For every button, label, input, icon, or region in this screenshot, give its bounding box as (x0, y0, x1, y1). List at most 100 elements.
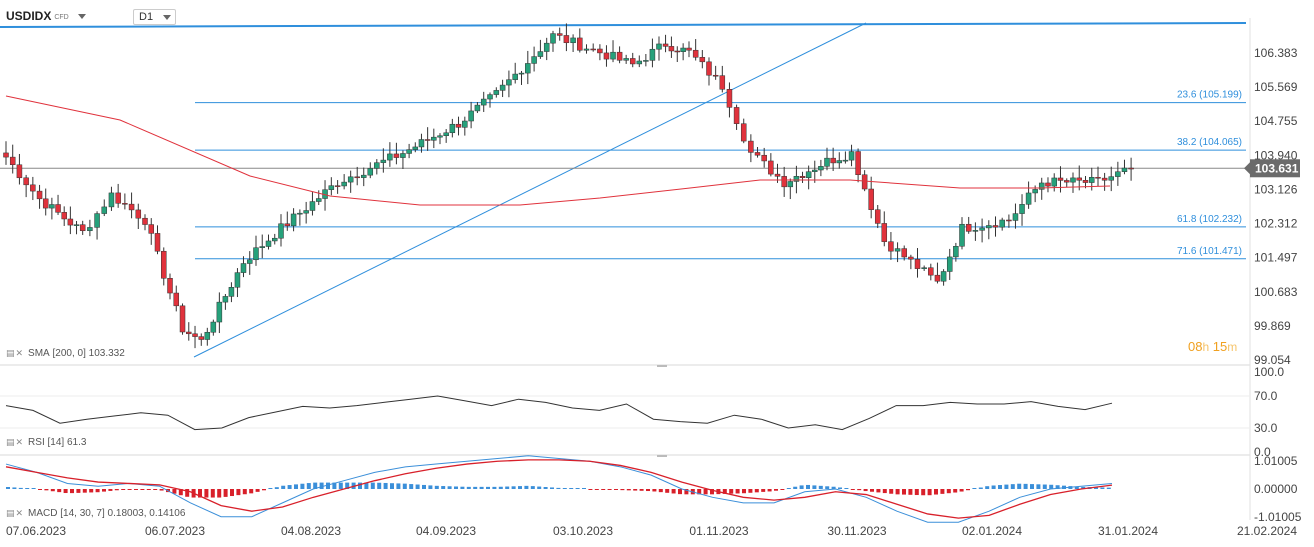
rsi-tick-label: 100.0 (1254, 365, 1284, 379)
candle-down (761, 154, 767, 162)
symbol-selector[interactable]: USDIDX CFD (6, 9, 86, 23)
candle-up (418, 139, 425, 148)
macd-histogram-bar (383, 482, 388, 489)
candle-up (525, 63, 531, 74)
candle-up (506, 79, 512, 86)
macd-histogram-bar (300, 483, 305, 489)
price-tick-label: 103.126 (1254, 182, 1298, 196)
candle-down (768, 160, 774, 175)
macd-histogram-bar (767, 489, 772, 492)
rsi-indicator-label[interactable]: ▤✕ RSI [14] 61.3 (6, 437, 86, 448)
macd-histogram-bar (966, 489, 970, 491)
candle-down (686, 47, 692, 51)
macd-histogram-bar (146, 489, 151, 490)
candle-down (754, 152, 761, 156)
candle-up (512, 73, 518, 80)
macd-indicator-label[interactable]: ▤✕ MACD [14, 30, 7] 0.18003, 0.14106 (6, 508, 185, 519)
macd-histogram-bar (511, 486, 516, 489)
candle-up (228, 287, 235, 297)
candle-up (531, 56, 537, 64)
macd-histogram-bar (473, 486, 478, 489)
macd-histogram-bar (959, 489, 964, 492)
last-price-badge (1250, 159, 1300, 178)
macd-histogram-bar (799, 485, 804, 489)
macd-histogram-bar (678, 489, 682, 495)
candle-down (1095, 177, 1101, 179)
candle-up (999, 219, 1005, 228)
resistance-line (0, 22, 1247, 28)
sma-value: 103.332 (88, 348, 125, 359)
macd-histogram-bar (1081, 486, 1086, 489)
macd-histogram-bar (1100, 487, 1105, 489)
candle-up (1032, 189, 1038, 194)
macd-histogram-bar (1004, 484, 1009, 489)
countdown-h-unit: h (1202, 340, 1210, 354)
candle-down (393, 153, 400, 158)
candle-up (360, 174, 367, 178)
fib-level-label: 38.2 (104.065) (1177, 137, 1242, 148)
candle-up (1088, 177, 1095, 183)
candle-up (380, 159, 387, 163)
macd-histogram-bar (914, 489, 919, 496)
candle-down (733, 107, 740, 124)
candle-up (49, 204, 55, 209)
macd-histogram-bar (530, 486, 535, 489)
macd-histogram-bar (1106, 487, 1111, 489)
macd-histogram-bar (1042, 484, 1047, 489)
macd-histogram-bar (754, 489, 759, 493)
macd-histogram-bar (249, 489, 254, 494)
rsi-params: [14] (47, 437, 65, 448)
sma-indicator-label[interactable]: ▤✕ SMA [200, 0] 103.332 (6, 348, 125, 359)
candle-up (297, 212, 303, 215)
candle-down (354, 176, 360, 179)
settings-close-icon[interactable]: ▤✕ (6, 348, 25, 358)
settings-close-icon[interactable]: ▤✕ (6, 437, 25, 447)
macd-histogram-bar (748, 489, 753, 493)
candle-up (1121, 167, 1128, 172)
macd-histogram-bar (857, 489, 862, 491)
candle-up (793, 176, 800, 182)
macd-histogram-bar (50, 489, 55, 492)
candle-down (740, 123, 747, 142)
candle-up (400, 153, 406, 158)
candle-up (623, 58, 629, 61)
candle-down (122, 203, 128, 205)
macd-name: MACD (28, 508, 58, 519)
candle-up (1012, 213, 1019, 221)
x-axis-date-label: 21.02.2024 (1237, 524, 1297, 538)
macd-histogram-bar (934, 489, 938, 495)
candle-down (888, 241, 894, 252)
x-axis-date-label: 03.10.2023 (553, 524, 613, 538)
macd-histogram-bar (889, 489, 894, 494)
macd-histogram-bar (31, 488, 36, 489)
settings-close-icon[interactable]: ▤✕ (6, 508, 25, 518)
macd-histogram-bar (223, 489, 228, 497)
candle-down (868, 188, 874, 210)
macd-histogram-bar (825, 486, 830, 489)
macd-histogram-bar (70, 489, 74, 494)
timeframe-selector[interactable]: D1 (133, 9, 176, 25)
price-tick-label: 101.497 (1254, 251, 1298, 265)
candle-down (726, 89, 733, 108)
candle-up (583, 48, 590, 51)
macd-histogram-bar (722, 489, 727, 494)
macd-histogram-bar (377, 482, 382, 489)
macd-histogram-bar (108, 489, 113, 491)
price-tick-label: 105.569 (1254, 80, 1298, 94)
macd-histogram-bar (390, 483, 394, 489)
candle-up (240, 263, 247, 273)
macd-histogram-bar (646, 489, 650, 492)
macd-histogram-bar (550, 487, 554, 489)
macd-histogram-bar (850, 489, 855, 490)
candle-up (367, 168, 374, 176)
macd-histogram-bar (818, 485, 823, 489)
candle-up (94, 213, 100, 228)
candle-down (965, 223, 972, 232)
macd-histogram-bar (658, 489, 663, 493)
macd-histogram-bar (447, 486, 452, 489)
candle-down (424, 139, 431, 141)
candle-up (480, 98, 487, 106)
candle-down (699, 57, 706, 63)
macd-histogram-bar (761, 489, 766, 492)
